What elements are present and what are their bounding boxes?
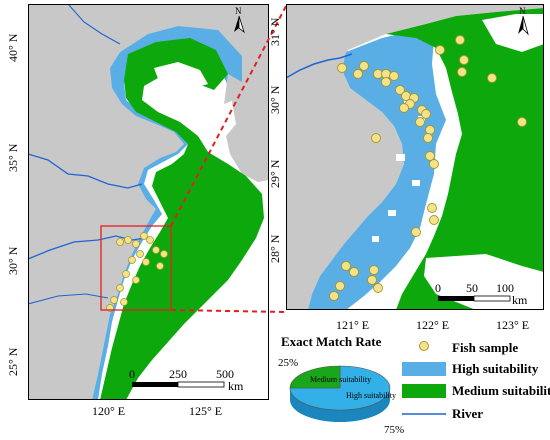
- northern-land: [224, 74, 242, 104]
- overview-map-canvas: N 0 250 500 km: [28, 4, 269, 400]
- pie-title: Exact Match Rate: [281, 334, 382, 349]
- detail-map-canvas: N 0 50 100 km: [286, 4, 544, 310]
- legend-sample-label: Fish sample: [452, 340, 519, 355]
- svg-text:50: 50: [466, 281, 478, 295]
- north-arrow-icon-detail: N: [518, 6, 529, 36]
- pie-slice-high: [289, 365, 391, 411]
- svg-text:N: N: [519, 6, 526, 16]
- lon-label-123: 123° E: [496, 318, 530, 332]
- river-yellow: [28, 153, 143, 189]
- lat-label-28: 28° N: [268, 234, 282, 263]
- legend-river: River: [402, 406, 483, 422]
- legend-medium: Medium suitability: [402, 383, 550, 399]
- unsuitable-patch-b: [482, 14, 544, 52]
- pie-high-pct: 75%: [384, 424, 405, 436]
- lat-label-29: 29° N: [268, 159, 282, 188]
- overview-scale-bar: 0 250 500 km: [129, 367, 244, 393]
- fish-samples-overview: [106, 232, 168, 312]
- medium-suitability-zone-detail: [386, 8, 544, 310]
- svg-text:0: 0: [435, 281, 441, 295]
- svg-text:500: 500: [216, 367, 234, 381]
- pie-high-label: High suitability: [346, 391, 396, 400]
- lat-label-30-detail: 30° N: [268, 85, 282, 114]
- lon-label-122: 122° E: [416, 318, 450, 332]
- overview-map[interactable]: N 0 250 500 km: [28, 4, 269, 400]
- river-line-icon: [402, 406, 446, 422]
- study-area-box[interactable]: [100, 225, 172, 311]
- match-rate-pie: Medium suitability High suitability: [289, 365, 396, 422]
- fish-samples-detail: [329, 35, 527, 301]
- svg-text:250: 250: [169, 367, 187, 381]
- pie-3d-body: [289, 365, 391, 422]
- pie-medium-pct: 25%: [278, 357, 299, 369]
- svg-text:km: km: [512, 293, 528, 307]
- bohai-sea: [154, 62, 208, 88]
- lat-label-31: 31° N: [268, 17, 282, 46]
- high-suitability-zone: [92, 26, 242, 400]
- pie-medium-label: Medium suitability: [310, 375, 371, 384]
- lon-label-125: 125° E: [189, 404, 223, 418]
- pie-slice-medium: [289, 365, 341, 389]
- legend-medium-label: Medium suitability: [452, 383, 550, 398]
- legend-river-label: River: [452, 406, 484, 421]
- river-north: [67, 4, 121, 45]
- svg-text:km: km: [228, 379, 244, 393]
- detail-map[interactable]: N 0 50 100 km: [286, 4, 544, 310]
- lon-label-120: 120° E: [92, 404, 126, 418]
- river-yangtze-detail: [286, 53, 353, 79]
- river-south: [28, 293, 109, 305]
- legend-fish-sample: Fish sample: [402, 340, 518, 356]
- north-arrow-icon: N: [234, 6, 245, 34]
- sample-dot-icon: [402, 340, 446, 356]
- svg-text:N: N: [235, 6, 242, 16]
- legend-high-label: High suitability: [452, 361, 539, 376]
- legend-high: High suitability: [402, 361, 538, 377]
- svg-text:0: 0: [129, 367, 135, 381]
- river-yangtze: [28, 235, 147, 260]
- high-swatch: [402, 362, 446, 376]
- svg-text:100: 100: [496, 281, 514, 295]
- pie-side-wall: [290, 388, 390, 422]
- medium-swatch: [402, 384, 446, 398]
- lon-label-121: 121° E: [336, 318, 370, 332]
- detail-scale-bar: 0 50 100 km: [435, 281, 528, 307]
